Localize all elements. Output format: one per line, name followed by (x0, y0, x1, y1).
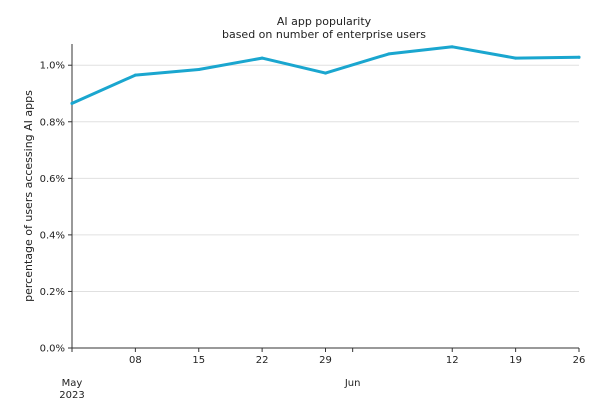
series-layer (70, 45, 581, 105)
y-tick-label: 0.6% (40, 174, 65, 185)
data-point (324, 71, 327, 75)
x-axis-ticks: May 2023 08 15 22 29 Jun 12 19 26 (59, 348, 585, 401)
x-tick-label: 26 (573, 355, 586, 366)
x-month-label: Jun (344, 378, 361, 389)
y-tick-label: 0.8% (40, 117, 65, 128)
x-tick-label: 12 (446, 355, 459, 366)
data-point (197, 67, 201, 71)
chart-subtitle: based on number of enterprise users (222, 28, 426, 41)
x-tick-label: 19 (509, 355, 522, 366)
y-axis-ticks: 0.0% 0.2% 0.4% 0.6% 0.8% 1.0% (40, 61, 72, 355)
y-tick-label: 0.4% (40, 230, 65, 241)
y-tick-label: 0.0% (40, 344, 65, 355)
data-point (387, 52, 391, 56)
data-point (450, 45, 454, 49)
x-tick-label: 29 (319, 355, 332, 366)
chart-title: AI app popularity (277, 15, 372, 28)
data-point (70, 101, 74, 105)
x-tick-label: 22 (256, 355, 269, 366)
x-tick-label: 08 (129, 355, 142, 366)
data-point (514, 56, 518, 60)
x-tick-label: 15 (192, 355, 205, 366)
data-point (577, 55, 581, 59)
y-tick-label: 1.0% (40, 61, 65, 72)
x-month-label: May 2023 (59, 378, 84, 401)
data-point (133, 73, 137, 77)
series-line (70, 45, 581, 105)
y-tick-label: 0.2% (40, 287, 65, 298)
data-point (260, 56, 264, 60)
gridlines (72, 64, 579, 292)
y-axis-label: percentage of users accessing AI apps (22, 90, 35, 302)
